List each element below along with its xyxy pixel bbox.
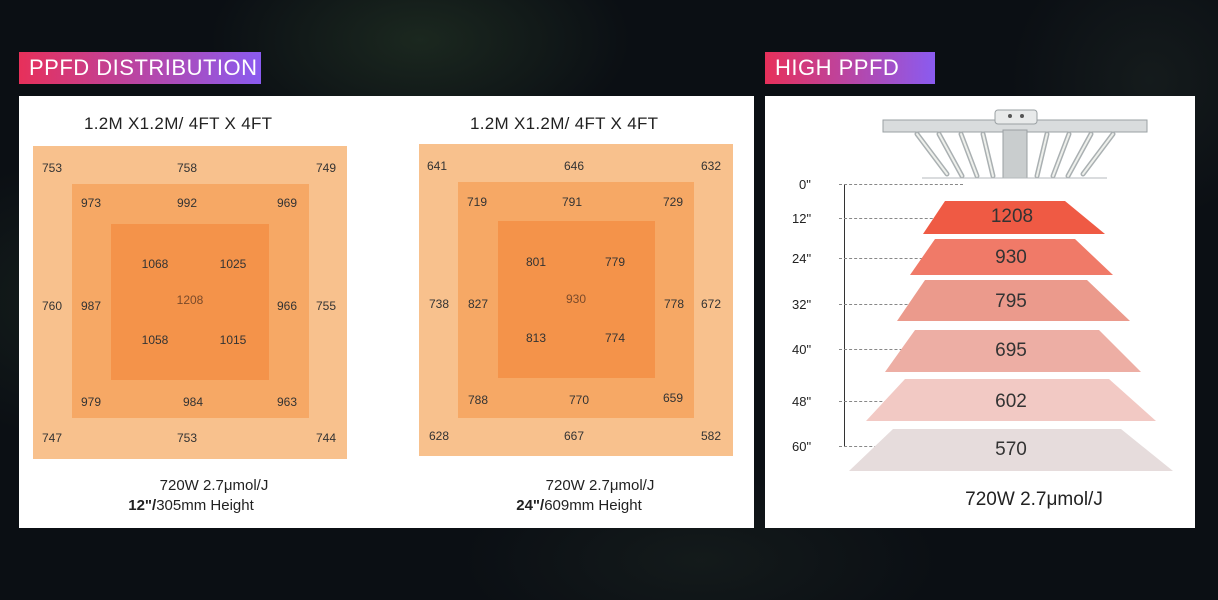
- map1-outer-mr: 755: [315, 299, 337, 313]
- map1-outer-br: 744: [315, 431, 337, 445]
- grow-light-fixture-icon: [882, 109, 1148, 179]
- map1-inner-br: 1015: [219, 333, 247, 347]
- height-label-60: 60": [792, 439, 812, 454]
- map2-inner-tl: 801: [525, 255, 547, 269]
- map1-outer-ml: 760: [41, 299, 63, 313]
- map2-outer-br: 582: [700, 429, 722, 443]
- map1-inner-bl: 1058: [141, 333, 169, 347]
- ppfd-level-shapes: [849, 201, 1173, 471]
- high-ppfd-panel: 0" 12" 24" 32" 40" 48" 60" 1208 930 795 …: [765, 96, 1195, 528]
- height-tick-40: [839, 349, 963, 350]
- map1-height-mm: 305mm Height: [156, 497, 254, 514]
- height-tick-0: [839, 184, 963, 185]
- map1-inner-center: 1208: [176, 293, 204, 307]
- map1-caption-power: 720W 2.7μmol/J: [159, 477, 269, 494]
- ppfd-value-40: 695: [995, 340, 1027, 361]
- map2-outer-mr: 672: [700, 297, 722, 311]
- map1-inner-tl: 1068: [141, 257, 169, 271]
- map2-mid-mr: 778: [663, 297, 685, 311]
- height-label-48: 48": [792, 394, 812, 409]
- height-tick-12: [839, 218, 963, 219]
- map2-mid-br: 659: [662, 391, 684, 405]
- height-axis-line: [844, 184, 845, 446]
- map1-outer-bl: 747: [41, 431, 63, 445]
- map1-outer-bc: 753: [176, 431, 198, 445]
- map2-outer-tr: 632: [700, 159, 722, 173]
- map2-inner-br: 774: [604, 331, 626, 345]
- height-label-24: 24": [792, 251, 812, 266]
- map1-mid-mr: 966: [276, 299, 298, 313]
- ppfd-value-32: 795: [995, 291, 1027, 312]
- map2-mid-tc: 791: [561, 195, 583, 209]
- map2-inner-tr: 779: [604, 255, 626, 269]
- map1-caption-height: 12"/305mm Height: [128, 497, 254, 514]
- map2-height-mm: 609mm Height: [544, 497, 642, 514]
- level-12-trapezoid: [923, 201, 1105, 234]
- map1-mid-bl: 979: [80, 395, 102, 409]
- height-label-0: 0": [799, 177, 811, 192]
- high-ppfd-caption: 720W 2.7μmol/J: [965, 489, 1103, 510]
- height-tick-24: [839, 258, 963, 259]
- level-60-trapezoid: [849, 429, 1173, 471]
- map2-height-inches: 24"/: [516, 497, 545, 514]
- height-label-12: 12": [792, 211, 812, 226]
- height-label-32: 32": [792, 297, 812, 312]
- ppfd-value-12: 1208: [990, 206, 1034, 227]
- map1-mid-ml: 987: [80, 299, 102, 313]
- map1-outer-tl: 753: [41, 161, 63, 175]
- ppfd-distribution-header: PPFD DISTRIBUTION: [19, 52, 261, 84]
- level-32-trapezoid: [897, 280, 1130, 321]
- map2-outer-bc: 667: [563, 429, 585, 443]
- map1-mid-tl: 973: [80, 196, 102, 210]
- map2-inner-zone: [498, 221, 655, 378]
- map1-outer-tr: 749: [315, 161, 337, 175]
- map2-caption-height: 24"/609mm Height: [516, 497, 642, 514]
- map1-title: 1.2M X1.2M/ 4FT X 4FT: [84, 114, 273, 133]
- map2-inner-bl: 813: [525, 331, 547, 345]
- map2-title: 1.2M X1.2M/ 4FT X 4FT: [470, 114, 659, 133]
- ppfd-value-60: 570: [995, 439, 1027, 460]
- map1-inner-zone: [111, 224, 269, 380]
- ppfd-distribution-panel: 1.2M X1.2M/ 4FT X 4FT 753 758 749 760 75…: [19, 96, 754, 528]
- map2-outer-ml: 738: [428, 297, 450, 311]
- level-24-trapezoid: [910, 239, 1113, 275]
- map2-mid-bl: 788: [467, 393, 489, 407]
- level-40-trapezoid: [885, 330, 1141, 372]
- level-48-trapezoid: [866, 379, 1156, 421]
- map1-mid-br: 963: [276, 395, 298, 409]
- map2-mid-ml: 827: [467, 297, 489, 311]
- map2-mid-tl: 719: [466, 195, 488, 209]
- ppfd-value-48: 602: [995, 391, 1027, 412]
- map1-height-inches: 12"/: [128, 497, 157, 514]
- map2-mid-bc: 770: [568, 393, 590, 407]
- high-ppfd-header: HIGH PPFD: [765, 52, 935, 84]
- map1-outer-tc: 758: [176, 161, 198, 175]
- map2-outer-bl: 628: [428, 429, 450, 443]
- height-label-40: 40": [792, 342, 812, 357]
- height-tick-32: [839, 304, 963, 305]
- map2-outer-tc: 646: [563, 159, 585, 173]
- map2-outer-tl: 641: [426, 159, 448, 173]
- map1-mid-tc: 992: [176, 196, 198, 210]
- map1-mid-tr: 969: [276, 196, 298, 210]
- map1-inner-tr: 1025: [219, 257, 247, 271]
- map2-inner-center: 930: [565, 292, 587, 306]
- map2-mid-tr: 729: [662, 195, 684, 209]
- map1-mid-bc: 984: [182, 395, 204, 409]
- ppfd-value-24: 930: [995, 247, 1027, 268]
- map2-caption-power: 720W 2.7μmol/J: [545, 477, 655, 494]
